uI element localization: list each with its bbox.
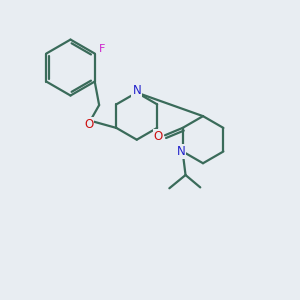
Text: F: F (99, 44, 105, 54)
Text: N: N (177, 145, 185, 158)
Text: N: N (132, 84, 141, 97)
Text: O: O (154, 130, 163, 143)
Text: O: O (84, 118, 94, 131)
